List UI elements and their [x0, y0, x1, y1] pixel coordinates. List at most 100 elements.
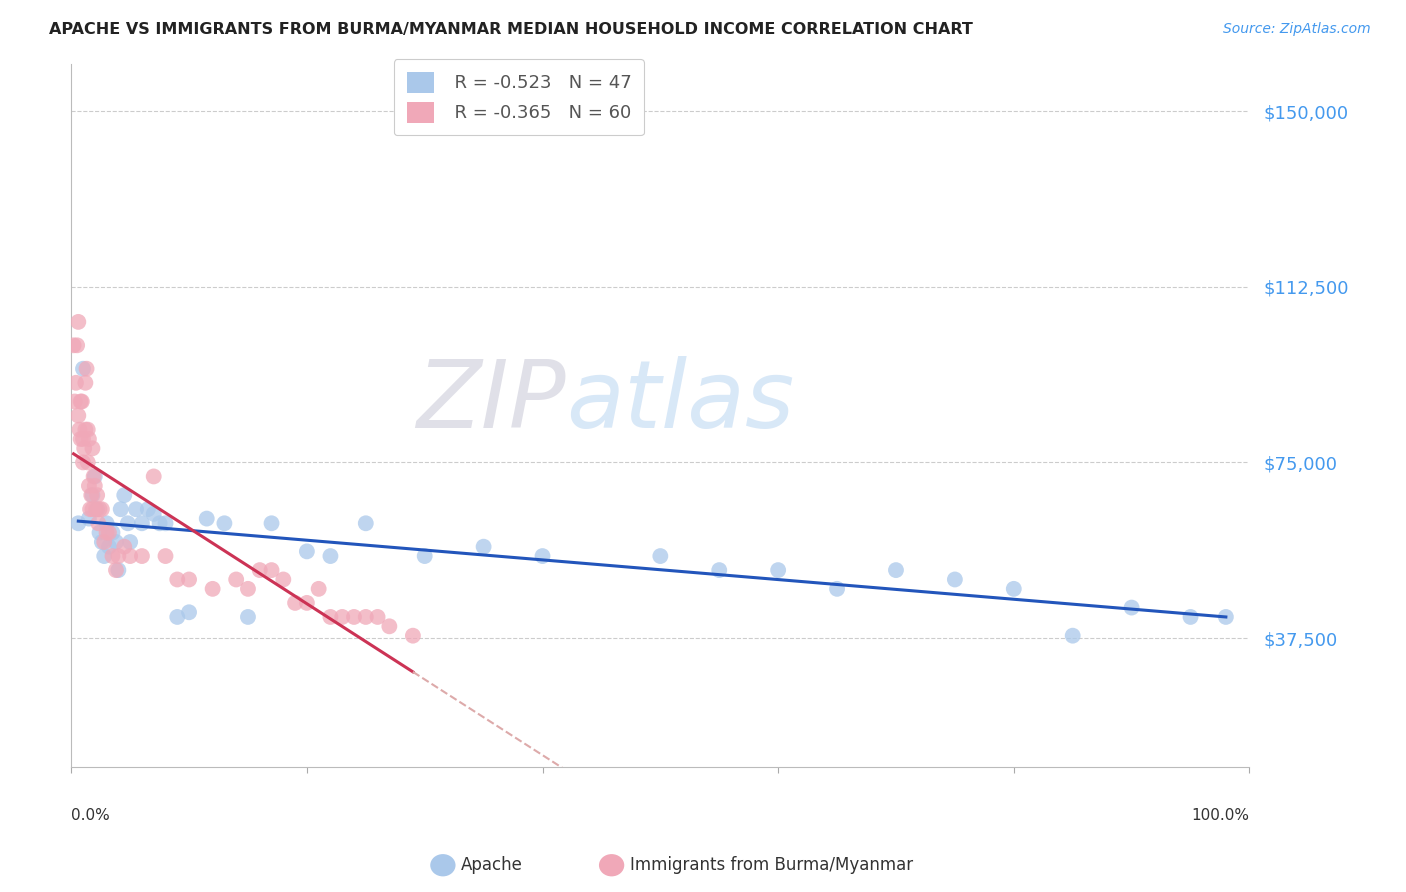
Point [166, 610, 188, 624]
Legend:   R = -0.523   N = 47,   R = -0.365   N = 60: R = -0.523 N = 47, R = -0.365 N = 60 [394, 59, 644, 136]
Point [117, 516, 139, 531]
Point [319, 549, 342, 563]
Point [766, 563, 789, 577]
Point [155, 549, 177, 563]
Point [84, 502, 107, 516]
Text: ZIP: ZIP [416, 356, 567, 447]
Point [354, 610, 377, 624]
Point [86, 488, 108, 502]
Text: Apache: Apache [461, 856, 523, 874]
Point [284, 596, 307, 610]
Point [87, 516, 110, 531]
Text: Source: ZipAtlas.com: Source: ZipAtlas.com [1223, 22, 1371, 37]
Point [295, 596, 318, 610]
Point [67, 409, 90, 423]
Point [105, 535, 128, 549]
Point [367, 610, 389, 624]
Point [308, 582, 330, 596]
Point [1180, 610, 1202, 624]
Point [72, 361, 94, 376]
Point [142, 507, 165, 521]
Point [195, 511, 218, 525]
Point [79, 502, 101, 516]
Point [67, 315, 90, 329]
Point [72, 432, 94, 446]
Point [69, 394, 91, 409]
Point [96, 525, 118, 540]
Point [260, 563, 283, 577]
Point [107, 549, 129, 563]
Point [1062, 629, 1084, 643]
Point [76, 361, 98, 376]
Point [1002, 582, 1025, 596]
Point [149, 516, 172, 531]
Point [166, 573, 188, 587]
Point [107, 563, 129, 577]
Point [63, 394, 86, 409]
Text: 100.0%: 100.0% [1191, 808, 1250, 823]
Point [131, 516, 153, 531]
Point [120, 549, 142, 563]
Point [77, 511, 100, 525]
Point [90, 535, 112, 549]
Point [402, 629, 425, 643]
Point [89, 502, 111, 516]
Point [884, 563, 907, 577]
Point [472, 540, 495, 554]
Point [354, 516, 377, 531]
Point [142, 469, 165, 483]
Point [97, 525, 120, 540]
Point [83, 469, 105, 483]
Point [131, 549, 153, 563]
Point [66, 338, 89, 352]
Point [110, 502, 132, 516]
Point [101, 525, 124, 540]
Point [273, 573, 295, 587]
Point [73, 442, 96, 456]
Point [112, 488, 135, 502]
Point [75, 376, 97, 390]
Point [295, 544, 318, 558]
Point [80, 488, 103, 502]
Point [65, 376, 87, 390]
Point [943, 573, 966, 587]
Point [97, 540, 120, 554]
Point [76, 455, 98, 469]
Text: 0.0%: 0.0% [72, 808, 110, 823]
Text: Immigrants from Burma/Myanmar: Immigrants from Burma/Myanmar [630, 856, 912, 874]
Point [319, 610, 342, 624]
Point [72, 455, 94, 469]
Point [236, 582, 259, 596]
Point [69, 423, 91, 437]
Point [125, 502, 148, 516]
Point [413, 549, 436, 563]
Point [260, 516, 283, 531]
Point [101, 549, 124, 563]
Point [177, 573, 200, 587]
Point [70, 394, 93, 409]
Point [93, 549, 115, 563]
Point [62, 338, 84, 352]
Point [1215, 610, 1237, 624]
Point [83, 479, 105, 493]
Point [82, 442, 104, 456]
Point [96, 516, 118, 531]
Point [225, 573, 247, 587]
Point [112, 540, 135, 554]
Point [330, 610, 353, 624]
Point [67, 516, 90, 531]
Point [77, 432, 100, 446]
Point [378, 619, 401, 633]
Point [177, 605, 200, 619]
Point [214, 516, 236, 531]
Text: atlas: atlas [567, 356, 794, 447]
Text: APACHE VS IMMIGRANTS FROM BURMA/MYANMAR MEDIAN HOUSEHOLD INCOME CORRELATION CHAR: APACHE VS IMMIGRANTS FROM BURMA/MYANMAR … [49, 22, 973, 37]
Point [82, 502, 104, 516]
Point [236, 610, 259, 624]
Point [90, 502, 112, 516]
Point [82, 488, 104, 502]
Point [136, 502, 159, 516]
Point [249, 563, 271, 577]
Point [825, 582, 848, 596]
Point [86, 502, 108, 516]
